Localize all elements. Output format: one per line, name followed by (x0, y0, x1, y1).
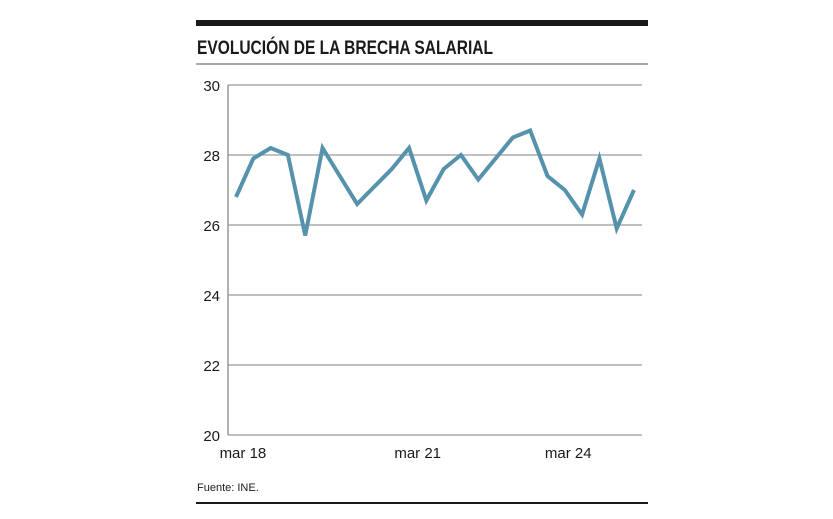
x-tick-label: mar 24 (545, 445, 592, 462)
y-tick-label: 28 (203, 148, 220, 165)
series-line (234, 127, 636, 236)
source-note: Fuente: INE. (197, 482, 259, 494)
chart-title: EVOLUCIÓN DE LA BRECHA SALARIAL (197, 37, 493, 59)
y-tick-label: 30 (203, 78, 220, 95)
x-tick-label: mar 21 (394, 445, 441, 462)
y-tick-label: 20 (203, 428, 220, 445)
y-tick-label: 26 (203, 218, 220, 235)
top-bar (196, 20, 648, 26)
y-tick-label: 24 (203, 288, 220, 305)
x-tick-label: mar 18 (220, 445, 267, 462)
y-tick-label: 22 (203, 358, 220, 375)
bottom-bar (196, 502, 648, 504)
